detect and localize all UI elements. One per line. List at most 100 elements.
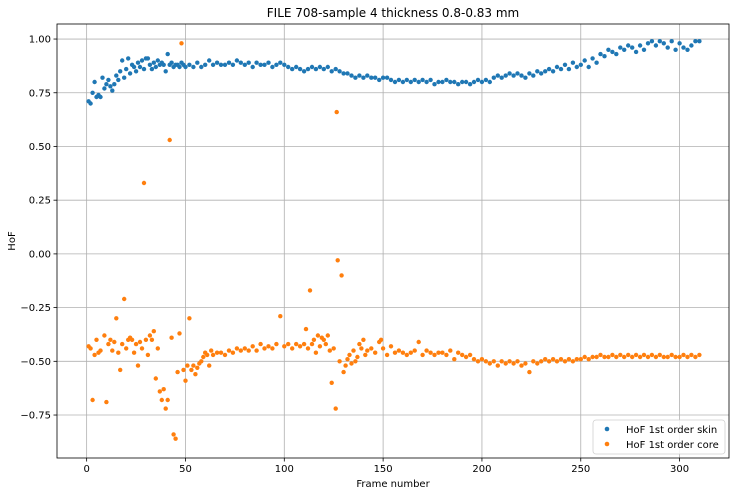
core-point (677, 354, 682, 360)
skin-point (618, 45, 623, 50)
skin-point (388, 77, 394, 83)
core-point (456, 350, 461, 355)
core-point (274, 341, 279, 347)
core-point (519, 363, 524, 368)
skin-point (214, 60, 220, 65)
skin-point (313, 66, 319, 72)
skin-point (689, 43, 694, 48)
skin-point (614, 51, 619, 57)
core-point (242, 346, 247, 351)
skin-point (106, 77, 111, 83)
core-point (110, 348, 115, 353)
core-point (614, 354, 619, 360)
core-point (294, 341, 299, 347)
skin-point (133, 69, 139, 74)
skin-point (222, 62, 228, 67)
core-point (317, 344, 323, 349)
skin-point (161, 62, 166, 67)
core-point (645, 354, 651, 360)
skin-point (511, 73, 516, 78)
skin-point (448, 79, 453, 85)
skin-point (558, 66, 564, 72)
skin-point (100, 75, 105, 80)
core-point (201, 354, 206, 360)
core-point (630, 354, 635, 360)
skin-point (305, 66, 311, 72)
core-point (697, 352, 702, 358)
core-point (594, 354, 599, 360)
skin-point (353, 75, 358, 80)
core-point (303, 326, 309, 332)
core-point (550, 357, 556, 362)
core-point (88, 346, 93, 351)
skin-point (102, 86, 107, 91)
core-point (165, 397, 170, 403)
skin-point (479, 79, 485, 85)
skin-point (195, 60, 200, 65)
skin-point (177, 64, 182, 70)
skin-point (124, 66, 129, 72)
core-point (102, 333, 107, 338)
skin-point (570, 60, 576, 65)
core-point (499, 359, 504, 364)
core-point (207, 363, 212, 368)
core-point (313, 350, 319, 355)
core-point (562, 359, 568, 364)
skin-point (155, 58, 160, 63)
skin-point (325, 64, 330, 70)
skin-point (404, 77, 409, 83)
core-point (305, 346, 311, 351)
skin-point (122, 75, 127, 80)
skin-point (278, 60, 283, 65)
skin-point (104, 82, 109, 87)
skin-point (693, 39, 698, 44)
skin-point (380, 75, 386, 80)
legend-marker-core (604, 441, 610, 447)
skin-point (337, 69, 342, 74)
skin-point (519, 73, 524, 78)
core-point (531, 359, 536, 364)
x-tick-label: 250 (571, 464, 590, 475)
core-point (610, 352, 615, 358)
skin-point (499, 75, 504, 80)
skin-point (137, 64, 143, 70)
core-point (602, 354, 607, 360)
skin-point (661, 41, 666, 46)
skin-point (610, 49, 615, 55)
core-point (566, 357, 572, 362)
skin-point (523, 75, 528, 80)
skin-point (329, 69, 334, 74)
core-point (262, 346, 267, 351)
core-point (230, 350, 236, 355)
skin-point (238, 60, 243, 65)
core-point (693, 354, 698, 360)
skin-point (153, 64, 158, 70)
core-point (92, 352, 97, 358)
core-point (428, 350, 433, 355)
core-point (351, 348, 356, 353)
core-point (153, 376, 158, 381)
skin-point (685, 47, 690, 52)
core-point (311, 337, 317, 342)
core-point (124, 346, 129, 351)
skin-point (250, 64, 255, 70)
core-point (349, 361, 354, 366)
core-point (141, 180, 147, 186)
x-tick-label: 100 (275, 464, 294, 475)
skin-point (286, 64, 291, 70)
core-point (495, 363, 500, 368)
skin-point (207, 58, 212, 63)
skin-point (266, 60, 271, 65)
skin-point (487, 79, 492, 85)
skin-point (657, 39, 662, 44)
core-point (90, 397, 95, 403)
core-point (315, 333, 321, 338)
skin-point (345, 71, 350, 76)
core-point (278, 314, 283, 319)
y-tick-label: 1.00 (29, 35, 51, 46)
x-tick-label: 200 (472, 464, 491, 475)
core-point (384, 352, 390, 358)
legend: HoF 1st order skin HoF 1st order core (592, 419, 726, 455)
core-point (133, 341, 139, 347)
